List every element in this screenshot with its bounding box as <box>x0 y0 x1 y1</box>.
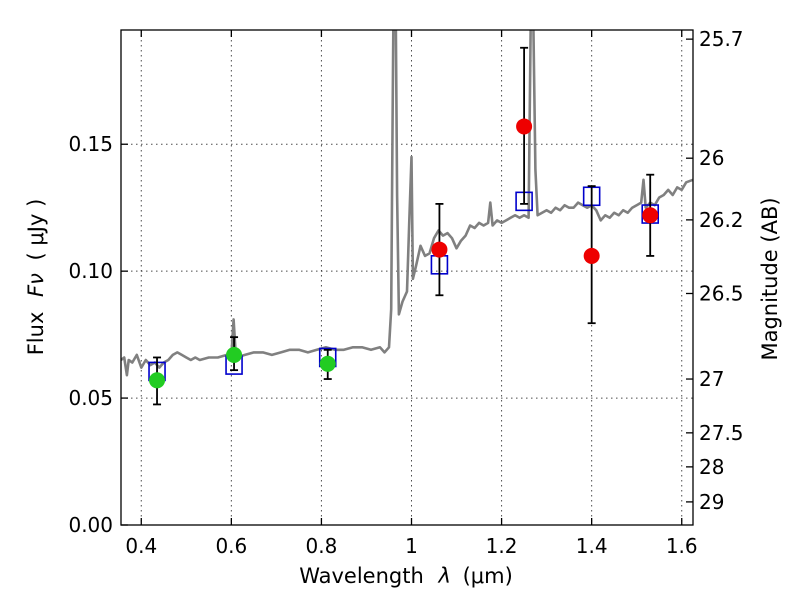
y-tick-label: 0.15 <box>68 132 113 156</box>
x-tick-label: 1.4 <box>576 534 608 558</box>
y2-tick-label: 27.5 <box>699 421 744 445</box>
y-axis-label-symbol: Fν <box>24 273 48 297</box>
x-axis-label-unit: (μm) <box>463 564 513 588</box>
y2-tick-label: 26.5 <box>699 281 744 305</box>
y2-tick-label: 26 <box>699 146 724 170</box>
x-tick-label: 0.4 <box>125 534 157 558</box>
plot-frame <box>120 29 694 526</box>
model-photometry-layer <box>148 186 660 382</box>
y-axis-label: Flux Fν ( μJy ) <box>24 199 48 356</box>
y2-axis-label: Magnitude (AB) <box>758 197 782 360</box>
nir-point <box>431 241 448 258</box>
y-tick-label: 0.05 <box>68 386 113 410</box>
optical-point <box>319 355 336 372</box>
y2-tick-label: 25.7 <box>699 27 744 51</box>
x-tick-label: 0.6 <box>215 534 247 558</box>
y2-tick-label: 28 <box>699 455 724 479</box>
nir-point <box>583 247 600 264</box>
x-tick-label: 1.6 <box>666 534 698 558</box>
tick-layer: 0.4 0.6 0.8 1 1.2 1.4 1.6 0.00 0.05 0.10 0.15 25.7 2… <box>68 27 743 558</box>
optical-point <box>226 346 243 363</box>
y2-tick-label: 29 <box>699 490 724 514</box>
x-axis-label-main: Wavelength <box>299 564 424 588</box>
nir-point <box>516 118 533 135</box>
y2-tick-label: 27 <box>699 367 724 391</box>
spectrum-layer <box>121 30 693 377</box>
model-spectrum-line <box>121 30 693 377</box>
y-tick-label: 0.10 <box>68 259 113 283</box>
x-tick-label: 0.8 <box>306 534 338 558</box>
x-tick-label: 1 <box>405 534 418 558</box>
nir-point <box>642 207 659 224</box>
x-axis-label: Wavelength λ (μm) <box>299 564 513 588</box>
x-tick-label: 1.2 <box>486 534 518 558</box>
y-axis-label-unit: ( μJy ) <box>24 199 48 261</box>
optical-point <box>149 372 166 389</box>
y-axis-label-main: Flux <box>24 312 48 356</box>
observed-points-layer <box>149 118 659 389</box>
y2-tick-label: 26.2 <box>699 208 744 232</box>
y-tick-label: 0.00 <box>68 513 113 537</box>
x-axis-label-symbol: λ <box>437 564 450 588</box>
